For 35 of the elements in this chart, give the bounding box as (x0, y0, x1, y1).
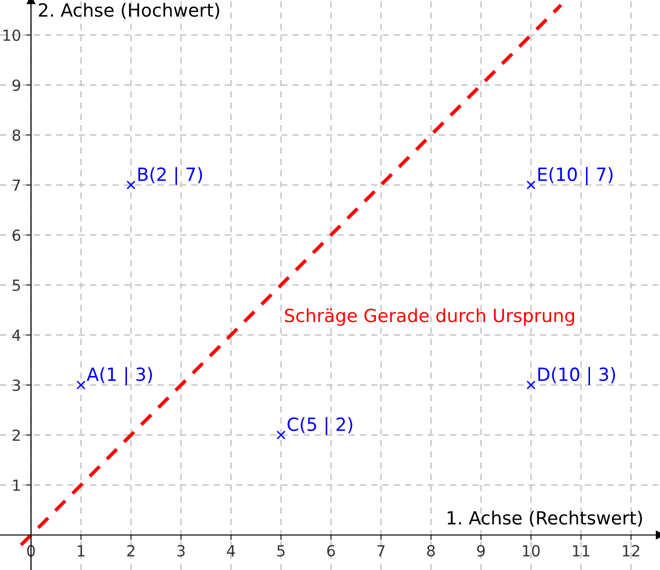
x-tick-label: 7 (377, 545, 385, 556)
data-label: C(5 | 2) (288, 417, 352, 436)
x-tick-label: 2 (127, 544, 134, 556)
point (526, 380, 536, 390)
x-tick-label: 9 (477, 544, 485, 557)
annotation: Schräge Gerade durch Ursprung (284, 308, 574, 326)
data-label: A(1 | 3) (86, 367, 152, 386)
y-tick-label: 4 (12, 330, 20, 341)
x-tick-label: 3 (177, 544, 185, 557)
x-tick-label: 11 (572, 545, 590, 556)
x-axis-title: 1. Achse (Rechtswert) (448, 510, 642, 527)
y-tick-label: 3 (12, 379, 20, 392)
x-tick-label: 6 (327, 544, 335, 557)
y-tick-label: 8 (12, 129, 20, 142)
y-tick-label: 10 (4, 29, 20, 42)
y-tick-label: 1 (13, 480, 20, 491)
x-tick-label: 4 (226, 545, 236, 556)
y-tick-label: 7 (12, 180, 20, 191)
y-tick-label: 6 (12, 229, 20, 242)
point (526, 180, 536, 190)
x-tick-label: 1 (78, 545, 84, 556)
y-tick-label: 2 (12, 429, 20, 441)
point (76, 380, 86, 390)
x-tick-label: 10 (522, 544, 540, 557)
point (126, 180, 136, 190)
x-tick-label: 8 (427, 544, 435, 557)
data-label: E(10 | 7) (538, 167, 613, 186)
x-tick-label: 5 (277, 545, 285, 557)
y-axis-title: 2. Achse (Hochwert) (38, 2, 220, 19)
data-label: B(2 | 7) (138, 167, 202, 186)
point (276, 430, 286, 440)
data-label: D(10 | 3) (538, 367, 616, 386)
x-tick-label: 12 (622, 544, 640, 556)
y-tick-label: 5 (12, 280, 20, 292)
y-tick-label: 9 (12, 79, 20, 92)
